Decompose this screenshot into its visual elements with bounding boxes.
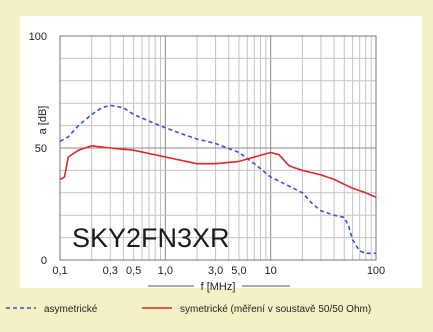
series-line-1 xyxy=(59,104,376,255)
y-axis-label: a [dB] xyxy=(37,106,49,135)
legend-label-1: asymetrické xyxy=(44,304,98,315)
x-tick-label: 0,3 xyxy=(103,265,118,277)
y-tick-label: 100 xyxy=(29,31,47,43)
x-tick-label: 1,0 xyxy=(158,265,173,277)
y-tick-label: 0 xyxy=(41,255,47,267)
y-tick-label: 50 xyxy=(35,143,47,155)
x-tick-label: 5,0 xyxy=(231,265,246,277)
tick-labels: 0,1 0,3 0,5 1,0 3,0 5,0 10 100 0 50 100 xyxy=(29,31,386,277)
x-tick-label: 0,5 xyxy=(126,265,141,277)
chart-annotation: SKY2FN3XR xyxy=(72,223,230,253)
x-tick-label: 0,1 xyxy=(52,265,67,277)
x-tick-label: 3,0 xyxy=(208,265,223,277)
legend-label-2: symetrické (měření v soustavě 50/50 Ohm) xyxy=(180,304,371,315)
x-axis-label: f [MHz] xyxy=(201,281,236,293)
plot-border xyxy=(59,35,377,261)
legend: asymetrické symetrické (měření v soustavě… xyxy=(6,304,371,315)
series-line-2 xyxy=(59,145,377,199)
x-tick-label: 10 xyxy=(265,265,277,277)
series-layer xyxy=(59,104,377,255)
x-tick-label: 100 xyxy=(367,265,385,277)
grid xyxy=(60,36,376,260)
